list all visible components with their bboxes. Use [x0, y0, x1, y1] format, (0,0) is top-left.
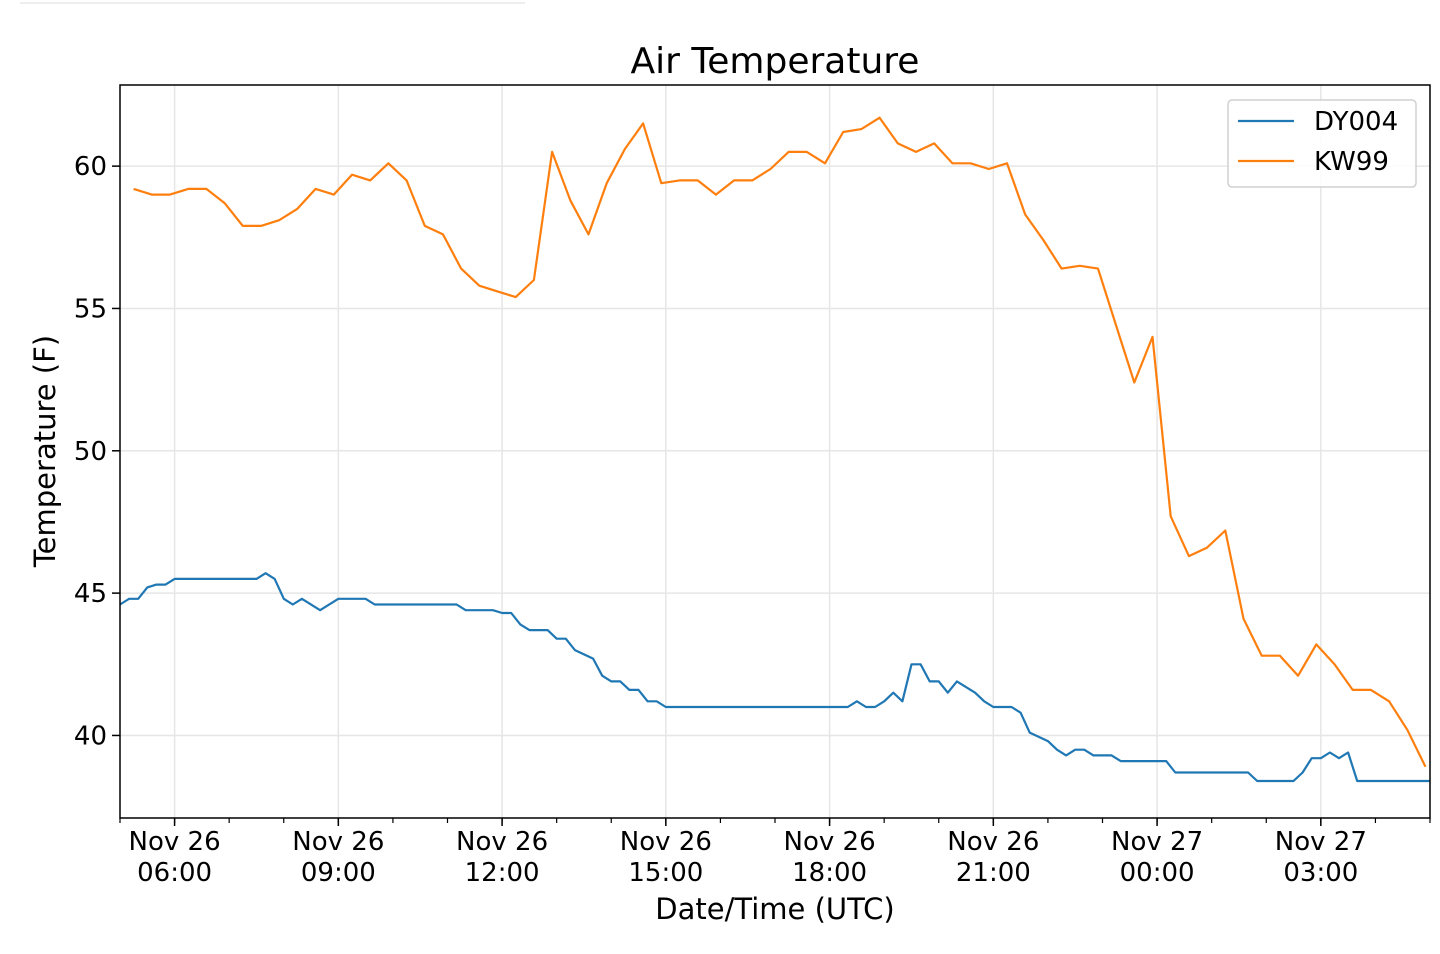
x-tick-label: 06:00 [137, 858, 212, 888]
y-tick-label: 50 [74, 437, 107, 467]
x-tick-label: 03:00 [1283, 858, 1358, 888]
legend-label-kw99: KW99 [1314, 147, 1389, 177]
legend: DY004 KW99 [1227, 99, 1417, 188]
y-tick-label: 60 [74, 152, 107, 182]
y-axis-label: Temperature (F) [28, 335, 62, 568]
y-tick-label: 55 [74, 294, 107, 324]
x-tick-label: Nov 26 [129, 827, 221, 857]
series-lines [119, 116, 1430, 783]
x-tick-label: Nov 27 [1111, 827, 1203, 857]
x-tick-label: 21:00 [956, 858, 1031, 888]
legend-label-dy004: DY004 [1314, 107, 1398, 137]
x-tick-label: Nov 26 [620, 827, 712, 857]
x-tick-label: 12:00 [465, 858, 540, 888]
x-axis-label: Date/Time (UTC) [655, 892, 894, 926]
y-tick-label: 40 [74, 721, 107, 751]
x-tick-label: Nov 26 [292, 827, 384, 857]
x-tick-label: Nov 26 [456, 827, 548, 857]
x-tick-label: Nov 27 [1275, 827, 1367, 857]
x-tick-label: 15:00 [628, 858, 703, 888]
y-axis: 40 45 50 55 60 [74, 152, 120, 751]
x-tick-label: 18:00 [792, 858, 867, 888]
x-tick-label: Nov 26 [947, 827, 1039, 857]
chart-title: Air Temperature [631, 41, 920, 82]
x-tick-label: 00:00 [1120, 858, 1195, 888]
x-tick-label: 09:00 [301, 858, 376, 888]
series-line-kw99 [133, 116, 1427, 768]
series-line-dy004 [119, 572, 1430, 783]
y-tick-label: 45 [74, 579, 107, 609]
x-tick-label: Nov 26 [784, 827, 876, 857]
